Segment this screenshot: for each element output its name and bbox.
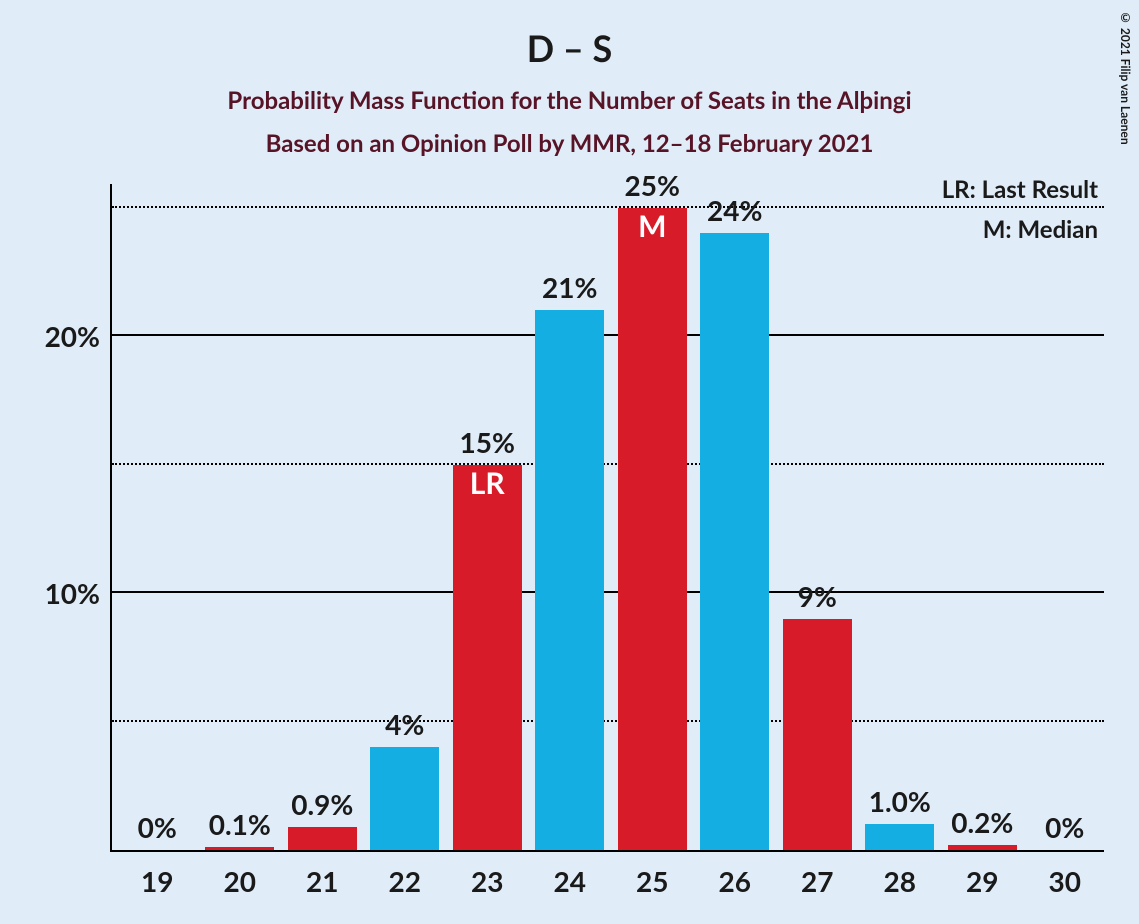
bar-inside-label: M <box>638 208 666 516</box>
chart-subtitle-1: Probability Mass Function for the Number… <box>0 86 1139 115</box>
x-axis-label: 27 <box>801 850 833 898</box>
gridline-major <box>112 334 1104 336</box>
bar-inside-label: LR <box>470 465 505 677</box>
bar-value-label: 25% <box>625 168 680 208</box>
gridline-minor <box>112 720 1104 722</box>
bar-value-label: 0% <box>1045 810 1084 850</box>
bar: 4% <box>370 747 439 850</box>
bar-value-label: 9% <box>798 579 837 619</box>
x-axis-label: 25 <box>636 850 668 898</box>
x-axis-label: 22 <box>389 850 421 898</box>
bar-value-label: 0.2% <box>951 805 1013 845</box>
x-axis-label: 30 <box>1049 850 1081 898</box>
bar-value-label: 0.9% <box>291 787 353 827</box>
chart-title: D – S <box>0 0 1139 70</box>
bar: 9% <box>783 619 852 850</box>
gridline-minor <box>112 206 1104 208</box>
x-axis-label: 29 <box>966 850 998 898</box>
x-axis-label: 24 <box>554 850 586 898</box>
bar: 24% <box>700 233 769 850</box>
y-axis-label: 20% <box>45 319 112 353</box>
bar: 25%M <box>618 208 687 850</box>
x-axis-label: 23 <box>471 850 503 898</box>
x-axis-label: 26 <box>719 850 751 898</box>
bar-value-label: 1.0% <box>869 784 931 824</box>
x-axis-label: 21 <box>306 850 338 898</box>
chart-subtitle-2: Based on an Opinion Poll by MMR, 12–18 F… <box>0 129 1139 158</box>
copyright-text: © 2021 Filip van Laenen <box>1118 10 1133 145</box>
legend-median: M: Median <box>983 215 1098 244</box>
gridline-minor <box>112 463 1104 465</box>
bar-value-label: 0% <box>138 810 177 850</box>
bar: 15%LR <box>453 465 522 850</box>
bar: 0.9% <box>288 827 357 850</box>
x-axis-label: 28 <box>884 850 916 898</box>
bar-value-label: 24% <box>707 193 762 233</box>
legend-last-result: LR: Last Result <box>942 175 1098 204</box>
y-axis-label: 10% <box>45 576 112 610</box>
bar: 21% <box>535 310 604 850</box>
bar-value-label: 15% <box>460 425 515 465</box>
bar-value-label: 4% <box>385 707 424 747</box>
bar-value-label: 0.1% <box>209 807 271 847</box>
x-axis-label: 20 <box>224 850 256 898</box>
chart-plot-area: LR: Last Result M: Median 10%20%0%190.1%… <box>110 184 1104 852</box>
gridline-major <box>112 591 1104 593</box>
bar: 1.0% <box>865 824 934 850</box>
x-axis-label: 19 <box>141 850 173 898</box>
bar-value-label: 21% <box>542 270 597 310</box>
